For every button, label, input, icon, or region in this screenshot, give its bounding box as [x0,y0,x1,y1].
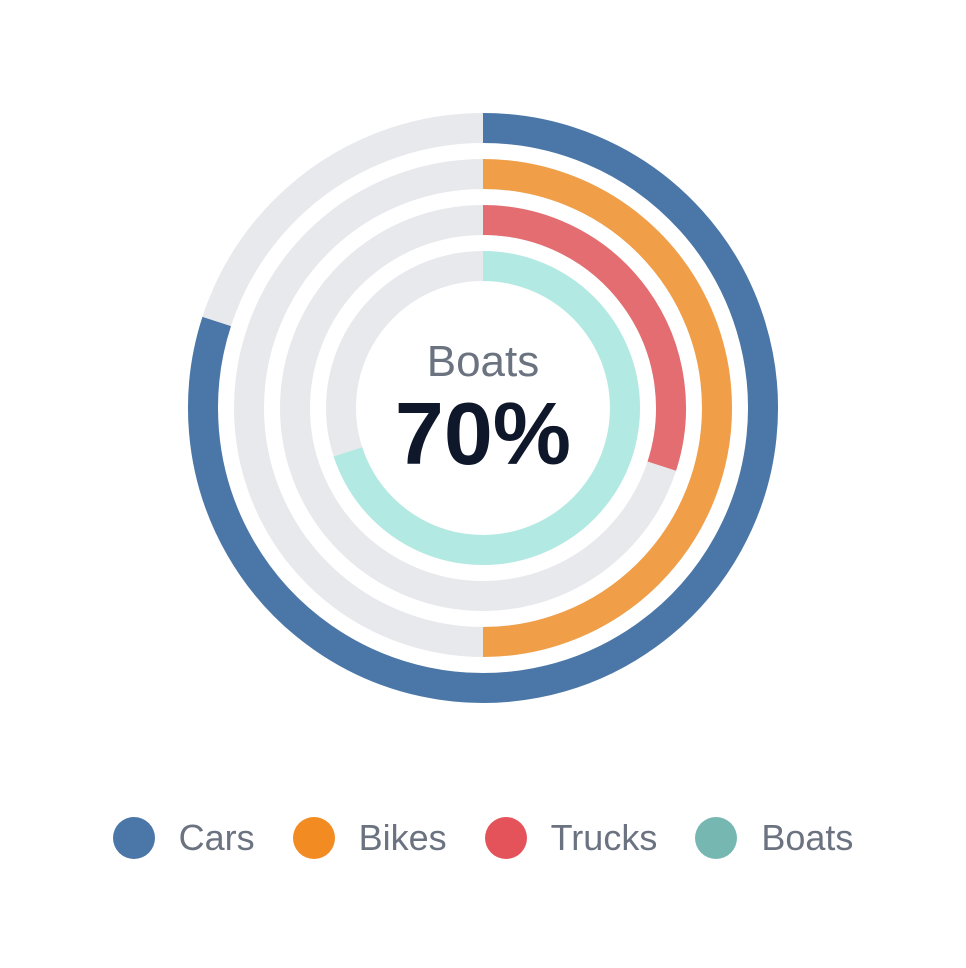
legend: Cars Bikes Trucks Boats [0,810,966,866]
legend-item-trucks[interactable]: Trucks [484,817,658,859]
ring-arcs [188,113,778,703]
ring-arc-bikes[interactable] [482,159,732,657]
ring-arc-trucks[interactable] [482,205,686,471]
legend-marker-bikes [292,817,335,859]
legend-label-cars: Cars [178,817,255,858]
legend-label-boats: Boats [761,817,854,858]
legend-marker-trucks [484,817,527,859]
center-value: 70% [395,384,571,483]
ring-arc-cars[interactable] [188,113,778,703]
legend-label-bikes: Bikes [358,817,447,858]
center-series-label: Boats [427,337,540,386]
legend-item-boats[interactable]: Boats [695,817,853,859]
legend-marker-cars [112,817,155,859]
legend-item-bikes[interactable]: Bikes [292,817,447,859]
ring-arc-boats[interactable] [333,251,640,565]
legend-marker-boats [695,817,738,859]
legend-item-cars[interactable]: Cars [112,817,255,859]
legend-label-trucks: Trucks [550,817,658,858]
